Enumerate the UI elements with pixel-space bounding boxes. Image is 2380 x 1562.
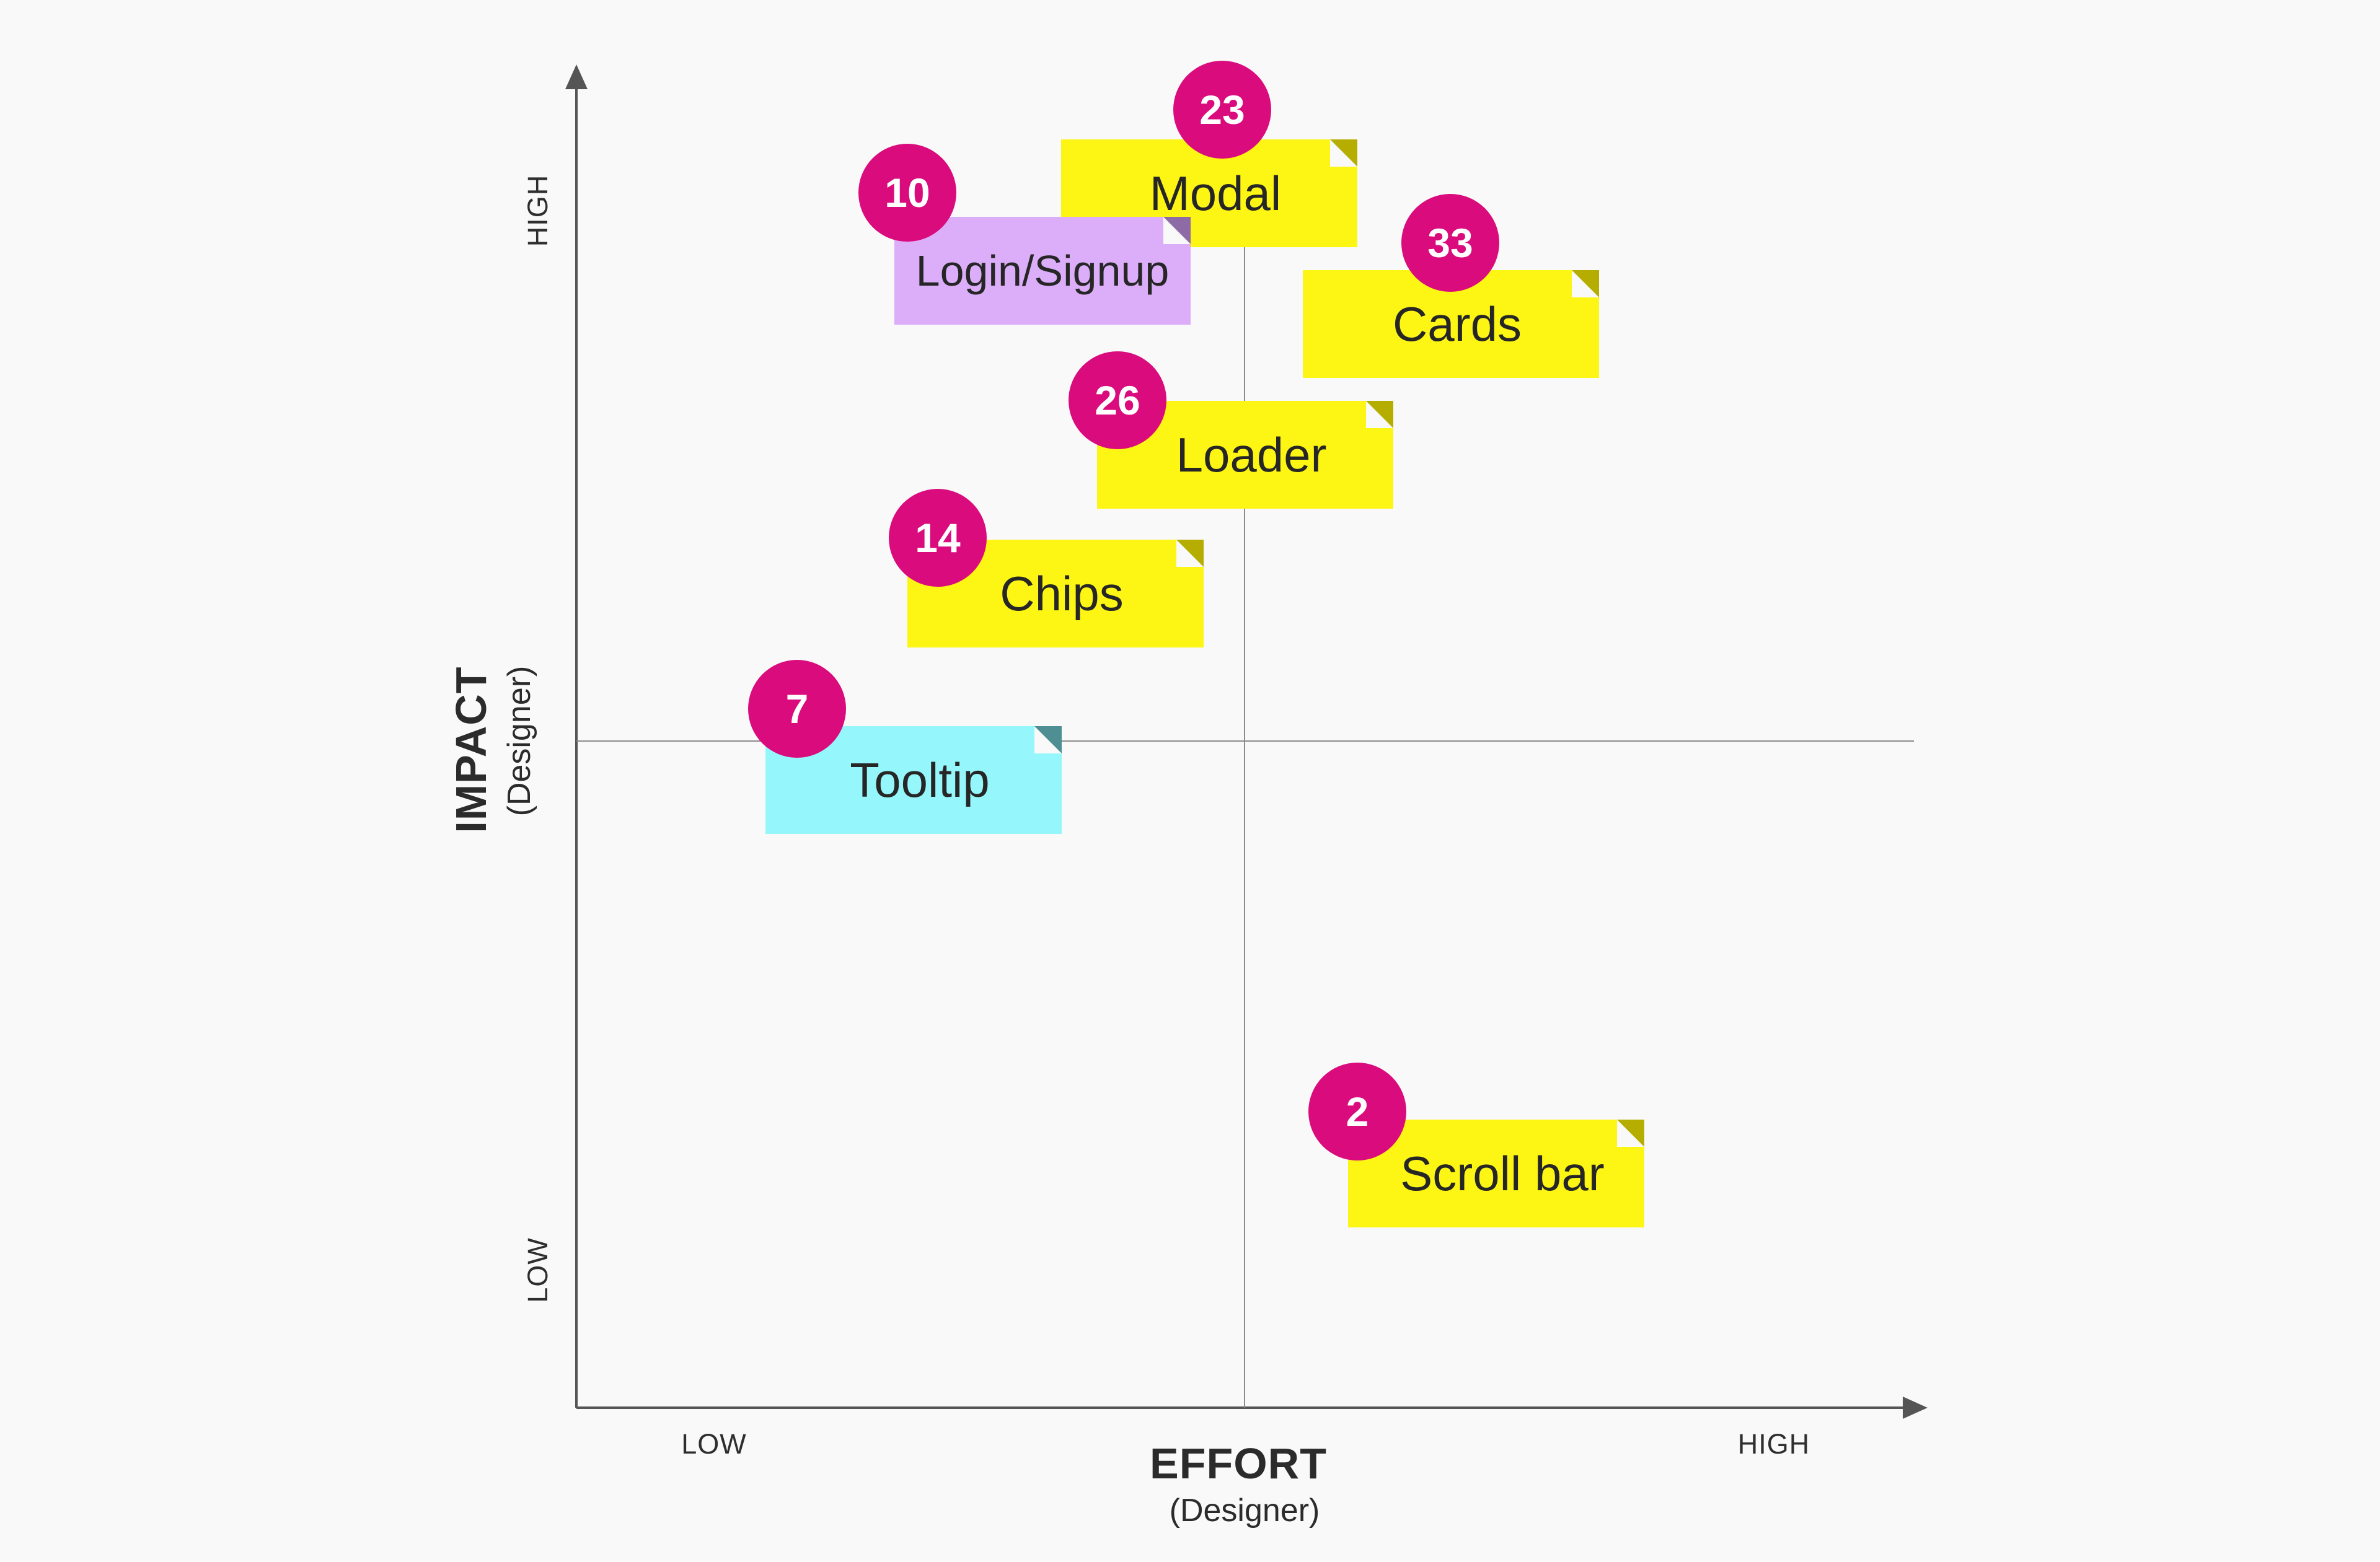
vote-count-badge: 10 <box>858 144 956 242</box>
sticky-note-label: Loader <box>1176 427 1327 482</box>
sticky-note-label: Cards <box>1392 296 1522 351</box>
sticky-note-cards[interactable]: Cards <box>1303 270 1599 378</box>
folded-corner-icon <box>1617 1120 1644 1147</box>
sticky-note-label: Login/Signup <box>915 247 1170 295</box>
folded-corner-icon <box>1366 401 1393 428</box>
vote-count-badge: 33 <box>1401 194 1499 292</box>
x-axis-arrow-icon <box>1903 1397 1928 1419</box>
sticky-note-label: Tooltip <box>850 752 990 807</box>
y-axis-low-label: LOW <box>522 1237 553 1303</box>
sticky-note-modal[interactable]: Modal <box>1061 139 1357 247</box>
y-axis-arrow-icon <box>565 64 588 89</box>
x-axis-subtitle: (Designer) <box>1169 1493 1320 1529</box>
sticky-note-login-signup[interactable]: Login/Signup <box>894 217 1191 325</box>
y-axis-title: IMPACT <box>447 666 495 833</box>
sticky-note-chips[interactable]: Chips <box>907 540 1204 647</box>
sticky-note-label: Modal <box>1149 165 1282 221</box>
vote-count-badge: 2 <box>1308 1063 1406 1161</box>
folded-corner-icon <box>1163 217 1191 244</box>
y-axis-subtitle: (Designer) <box>501 665 537 817</box>
x-axis-low-label: LOW <box>681 1428 747 1460</box>
sticky-note-label: Chips <box>1000 566 1124 621</box>
folded-corner-icon <box>1572 270 1599 297</box>
x-axis-title: EFFORT <box>1150 1439 1327 1488</box>
folded-corner-icon <box>1330 139 1357 167</box>
y-axis-high-label: HIGH <box>522 174 553 247</box>
vote-count-badge: 23 <box>1173 61 1271 159</box>
folded-corner-icon <box>1034 726 1062 753</box>
sticky-note-label: Scroll bar <box>1400 1146 1605 1201</box>
folded-corner-icon <box>1176 540 1204 567</box>
vote-count-badge: 26 <box>1069 351 1166 449</box>
vote-count-badge: 7 <box>748 660 846 758</box>
vote-count-badge: 14 <box>889 489 987 587</box>
x-axis-high-label: HIGH <box>1737 1428 1810 1460</box>
